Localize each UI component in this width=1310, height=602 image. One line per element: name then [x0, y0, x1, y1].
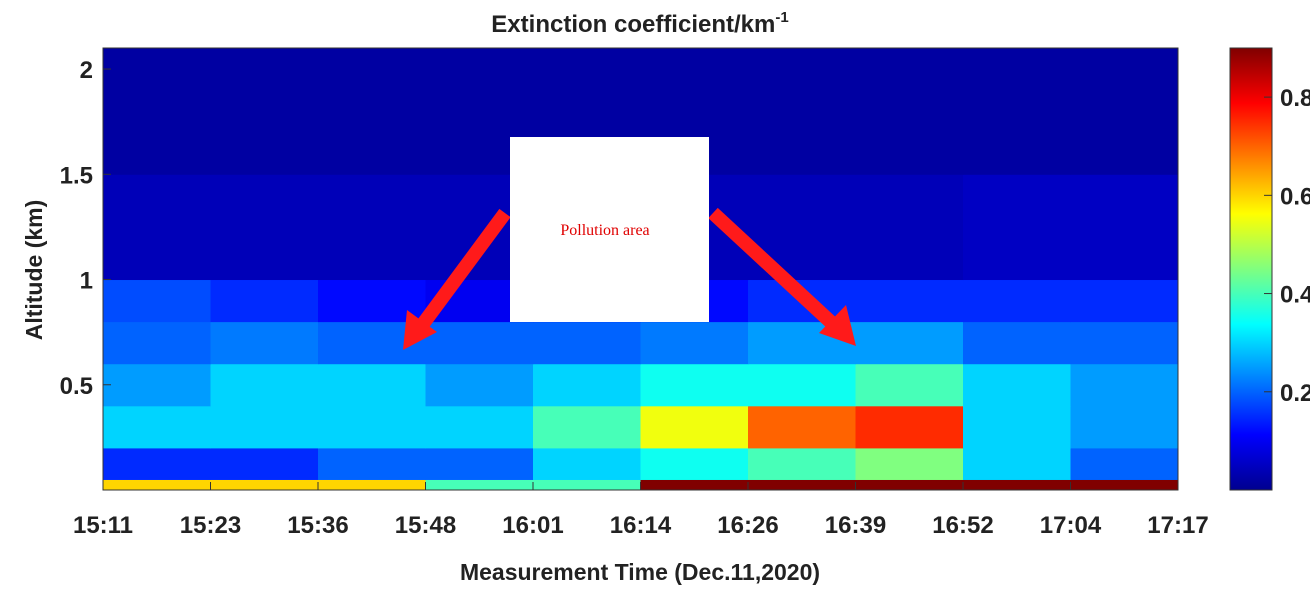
- heatmap-cell: [855, 405, 964, 449]
- heatmap-cell: [640, 363, 749, 407]
- heatmap-cell: [425, 447, 534, 480]
- heatmap-cell: [1070, 363, 1179, 407]
- heatmap-cell: [425, 321, 534, 365]
- heatmap-cell: [210, 363, 319, 407]
- heatmap-cell: [640, 447, 749, 480]
- heatmap-cell: [855, 447, 964, 480]
- heatmap-cell: [748, 479, 856, 491]
- heatmap-cell: [855, 174, 964, 281]
- colorbar: [1229, 47, 1273, 491]
- x-tick-label: 16:52: [932, 512, 993, 539]
- heatmap-cell: [533, 447, 641, 480]
- heatmap-cell: [533, 405, 641, 449]
- title-text: Extinction coefficient/km: [491, 11, 775, 38]
- x-tick-label: 15:23: [180, 512, 241, 539]
- heatmap-cell: [1070, 174, 1179, 281]
- heatmap-cell: [318, 447, 426, 480]
- y-tick-label: 0.5: [60, 373, 93, 400]
- arrow: [708, 207, 840, 332]
- x-tick-label: 16:39: [825, 512, 886, 539]
- heatmap-cell: [210, 321, 319, 365]
- heatmap-cell: [1070, 321, 1179, 365]
- x-tick-label: 16:14: [610, 512, 672, 539]
- heatmap-cell: [855, 48, 964, 175]
- y-tick-label: 1.5: [60, 162, 93, 189]
- heatmap-cell: [1070, 405, 1179, 449]
- heatmap-cell: [318, 479, 426, 491]
- heatmap-cell: [103, 174, 211, 281]
- heatmap-cell: [855, 279, 964, 323]
- heatmap-cell: [963, 321, 1071, 365]
- heatmap-cell: [963, 174, 1071, 281]
- heatmap-cell: [855, 321, 964, 365]
- heatmap-cell: [533, 363, 641, 407]
- heatmap-cell: [103, 479, 211, 491]
- heatmap-cell: [1070, 279, 1179, 323]
- heatmap-cell: [748, 48, 856, 175]
- heatmap-cell: [210, 279, 319, 323]
- heatmap-cell: [318, 174, 426, 281]
- heatmap-cell: [963, 48, 1071, 175]
- heatmap-cell: [425, 405, 534, 449]
- x-tick-label: 15:36: [287, 512, 348, 539]
- y-tick-label: 2: [80, 57, 93, 84]
- arrow: [414, 208, 511, 333]
- heatmap-cell: [533, 321, 641, 365]
- annotation: Pollution area: [403, 137, 856, 350]
- x-tick-label: 16:01: [502, 512, 563, 539]
- x-axis-label: Measurement Time (Dec.11,2020): [460, 559, 820, 585]
- heatmap-cell: [640, 479, 749, 491]
- heatmap-cell: [318, 405, 426, 449]
- heatmap-cell: [210, 479, 319, 491]
- colorbar-tick-label: 0.4: [1280, 282, 1310, 309]
- heatmap-cell: [210, 48, 319, 175]
- heatmap-cell: [103, 321, 211, 365]
- heatmap-cell: [1070, 447, 1179, 480]
- colorbar-tick-label: 0.2: [1280, 380, 1310, 407]
- x-tick-label: 15:11: [73, 512, 133, 539]
- heatmap-cell: [210, 405, 319, 449]
- y-axis-label: Altitude (km): [21, 200, 47, 341]
- colorbar-tick-label: 0.8: [1280, 85, 1310, 112]
- y-tick-label: 1: [80, 268, 93, 295]
- x-tick-label: 15:48: [395, 512, 456, 539]
- arrow-head: [819, 305, 856, 346]
- heatmap-cell: [963, 447, 1071, 480]
- arrow-head: [403, 310, 437, 350]
- heatmap-cell: [103, 363, 211, 407]
- heatmap-cell: [640, 321, 749, 365]
- heatmap-cell: [748, 447, 856, 480]
- heatmap-cell: [963, 479, 1071, 491]
- heatmap-cell: [963, 363, 1071, 407]
- colorbar-tick-label: 0.6: [1280, 183, 1310, 210]
- heatmap-cell: [210, 174, 319, 281]
- x-tick-label: 17:04: [1040, 512, 1102, 539]
- chart-title: Extinction coefficient/km-1: [491, 9, 788, 38]
- heatmap-cell: [963, 405, 1071, 449]
- heatmap-cell: [425, 363, 534, 407]
- heatmap-cell: [640, 405, 749, 449]
- heatmap-cell: [425, 479, 534, 491]
- heatmap-cell: [318, 48, 426, 175]
- heatmap-cell: [748, 405, 856, 449]
- heatmap-cell: [103, 405, 211, 449]
- annotation-box: [510, 137, 709, 322]
- heatmap-cell: [533, 479, 641, 491]
- annotation-text: Pollution area: [560, 222, 649, 239]
- heatmap-cell: [1070, 479, 1179, 491]
- heatmap-cell: [103, 279, 211, 323]
- heatmap-cell: [103, 447, 211, 480]
- title-superscript: -1: [775, 9, 788, 26]
- heatmap-cell: [855, 363, 964, 407]
- heatmap-cell: [855, 479, 964, 491]
- heatmap-cell: [318, 363, 426, 407]
- heatmap-cell: [963, 279, 1071, 323]
- heatmap-cell: [103, 48, 211, 175]
- heatmap-cell: [1070, 48, 1179, 175]
- x-tick-label: 16:26: [717, 512, 778, 539]
- x-tick-label: 17:17: [1147, 512, 1208, 539]
- heatmap-cell: [210, 447, 319, 480]
- heatmap-cell: [748, 363, 856, 407]
